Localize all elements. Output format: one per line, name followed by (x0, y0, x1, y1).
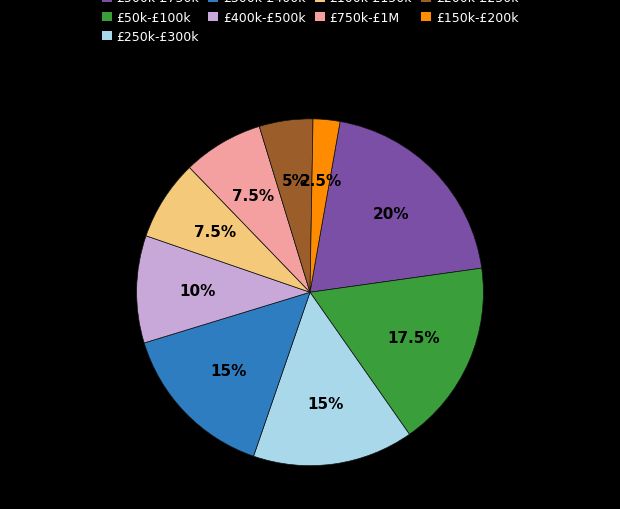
Text: 15%: 15% (211, 363, 247, 378)
Legend: £500k-£750k, £50k-£100k, £250k-£300k, £300k-£400k, £400k-£500k, £100k-£150k, £75: £500k-£750k, £50k-£100k, £250k-£300k, £3… (97, 0, 523, 49)
Text: 15%: 15% (308, 397, 344, 412)
Wedge shape (146, 168, 310, 293)
Text: 20%: 20% (373, 207, 409, 222)
Wedge shape (254, 293, 409, 466)
Wedge shape (259, 120, 313, 293)
Wedge shape (310, 120, 340, 293)
Wedge shape (310, 122, 482, 293)
Text: 17.5%: 17.5% (387, 330, 440, 345)
Wedge shape (144, 293, 310, 456)
Wedge shape (190, 127, 310, 293)
Wedge shape (136, 236, 310, 343)
Text: 7.5%: 7.5% (194, 225, 236, 240)
Text: 5%: 5% (281, 174, 308, 189)
Wedge shape (310, 269, 484, 435)
Text: 10%: 10% (179, 283, 216, 298)
Text: 7.5%: 7.5% (232, 188, 274, 203)
Text: 2.5%: 2.5% (299, 173, 342, 188)
